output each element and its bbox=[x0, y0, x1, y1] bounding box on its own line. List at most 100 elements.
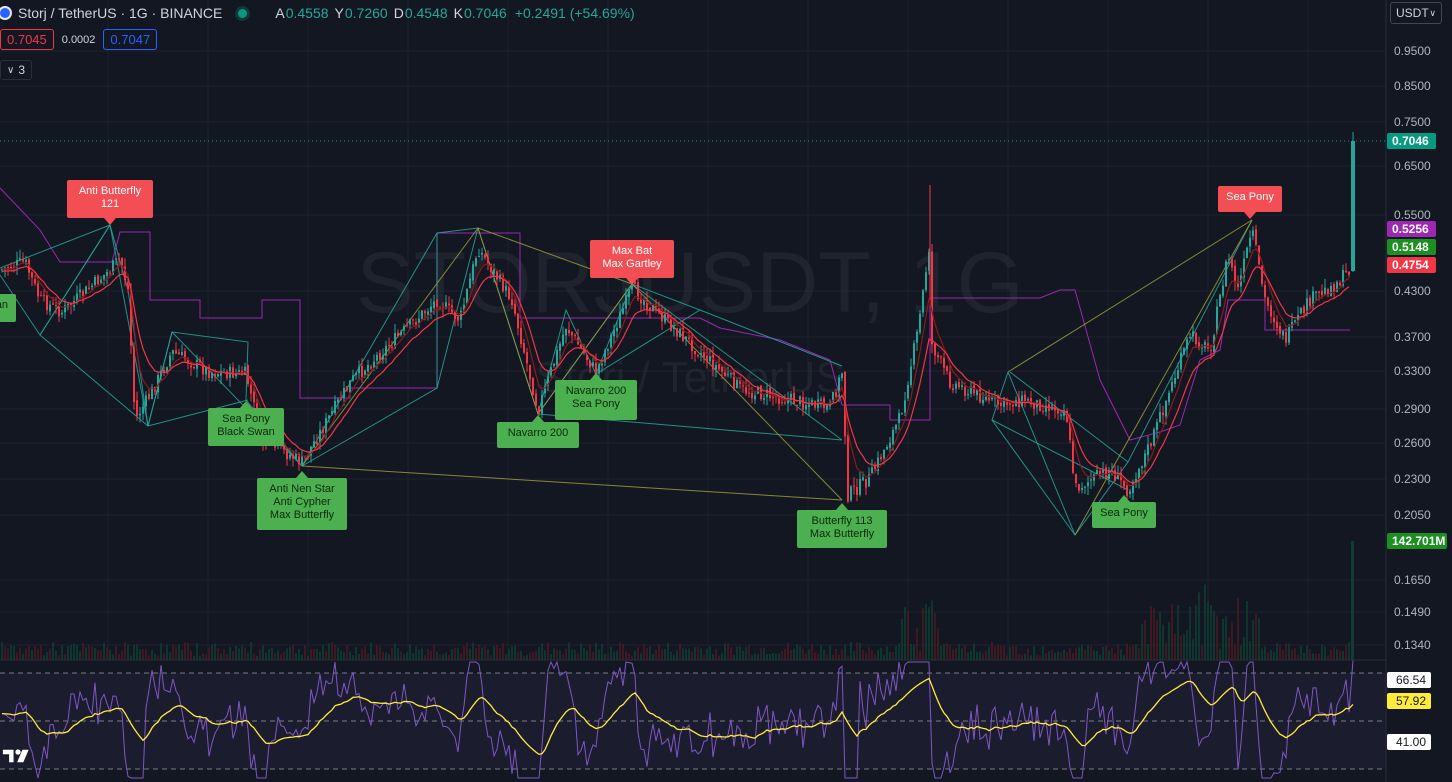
volume-bar bbox=[379, 645, 381, 660]
candle-body bbox=[514, 303, 516, 314]
volume-bar bbox=[367, 653, 369, 660]
volume-bar bbox=[667, 642, 669, 660]
candle-body bbox=[469, 278, 471, 289]
candle-body bbox=[391, 346, 393, 348]
sell-button[interactable]: 0.7045 bbox=[0, 29, 54, 50]
volume-bar bbox=[1039, 655, 1041, 660]
volume-bar bbox=[763, 647, 765, 660]
volume-bar bbox=[1225, 616, 1227, 660]
volume-bar bbox=[181, 649, 183, 660]
volume-bar bbox=[1228, 637, 1230, 660]
volume-bar bbox=[316, 648, 318, 660]
candle-body bbox=[490, 264, 492, 273]
volume-bar bbox=[1237, 598, 1239, 660]
candle-body bbox=[367, 364, 369, 372]
volume-bar bbox=[73, 643, 75, 660]
volume-bar bbox=[37, 648, 39, 660]
volume-bar bbox=[184, 642, 186, 660]
volume-bar bbox=[1105, 645, 1107, 660]
volume-bar bbox=[721, 652, 723, 660]
volume-bar bbox=[31, 650, 33, 660]
volume-bar bbox=[19, 647, 21, 660]
volume-bar bbox=[103, 642, 105, 660]
volume-bar bbox=[376, 645, 378, 660]
spread-value: 0.0002 bbox=[61, 33, 96, 46]
candle-body bbox=[175, 350, 177, 354]
candle-body bbox=[385, 345, 387, 357]
volume-bar bbox=[394, 643, 396, 660]
candle-body bbox=[850, 486, 852, 501]
candle-body bbox=[100, 279, 102, 283]
candle-body bbox=[169, 355, 171, 367]
candle-body bbox=[64, 305, 66, 313]
candle-body bbox=[724, 372, 726, 376]
volume-bar bbox=[895, 646, 897, 660]
indicators-count: 3 bbox=[18, 63, 25, 77]
candle-body bbox=[409, 319, 411, 325]
candle-body bbox=[1249, 237, 1251, 247]
candle-body bbox=[1147, 444, 1149, 456]
candle-body bbox=[1117, 473, 1119, 480]
candle-body bbox=[1201, 347, 1203, 349]
candle-body bbox=[370, 366, 372, 369]
volume-bar bbox=[532, 651, 534, 660]
candle-body bbox=[997, 395, 999, 405]
volume-bar bbox=[424, 655, 426, 660]
buy-button[interactable]: 0.7047 bbox=[103, 29, 158, 50]
volume-bar bbox=[874, 653, 876, 660]
candle-body bbox=[7, 267, 9, 269]
candle-body bbox=[574, 334, 576, 336]
volume-bar bbox=[1132, 645, 1134, 660]
volume-bar bbox=[826, 655, 828, 660]
candle-body bbox=[883, 449, 885, 459]
candle-body bbox=[1276, 321, 1278, 328]
pattern-label-box bbox=[257, 478, 347, 530]
candle-body bbox=[1000, 402, 1002, 406]
candle-body bbox=[961, 385, 963, 387]
currency-selector[interactable]: USDT ∨ bbox=[1390, 2, 1442, 24]
volume-bar bbox=[1075, 648, 1077, 660]
volume-bar bbox=[1003, 645, 1005, 660]
indicators-toggle[interactable]: ∨ 3 bbox=[0, 60, 32, 80]
candle-body bbox=[1312, 291, 1314, 306]
candle-body bbox=[841, 373, 843, 379]
volume-bar bbox=[439, 654, 441, 660]
volume-bar bbox=[244, 647, 246, 660]
candle-body bbox=[928, 251, 930, 271]
volume-bar bbox=[1030, 655, 1032, 660]
candle-body bbox=[1252, 230, 1254, 237]
volume-bar bbox=[508, 648, 510, 660]
candle-body bbox=[172, 350, 174, 354]
volume-bar bbox=[154, 653, 156, 660]
candle-body bbox=[1135, 478, 1137, 484]
volume-bar bbox=[769, 654, 771, 660]
volume-bar bbox=[655, 649, 657, 660]
volume-bar bbox=[625, 651, 627, 660]
rsi-tag-label: 41.00 bbox=[1396, 735, 1426, 749]
pattern-label-text: Max Gartley bbox=[602, 258, 662, 270]
volume-bar bbox=[1267, 652, 1269, 660]
pattern-label-text: Max Bat bbox=[612, 245, 652, 257]
harmonic-line bbox=[1007, 219, 1253, 537]
volume-bar bbox=[727, 643, 729, 660]
storj-symbol-icon bbox=[0, 6, 12, 20]
volume-bar bbox=[364, 646, 366, 660]
rsi-tag bbox=[1387, 672, 1431, 688]
volume-bar bbox=[97, 650, 99, 660]
volume-bar bbox=[649, 646, 651, 660]
volume-bar bbox=[1012, 645, 1014, 660]
volume-bar bbox=[403, 654, 405, 660]
volume-bar bbox=[451, 649, 453, 660]
volume-bar bbox=[1042, 646, 1044, 660]
volume-bar bbox=[1222, 619, 1224, 660]
candle-body bbox=[913, 343, 915, 365]
tradingview-logo-icon[interactable] bbox=[2, 746, 34, 766]
volume-bar bbox=[1309, 649, 1311, 660]
symbol-title[interactable]: Storj / TetherUS · 1G · BINANCE bbox=[18, 5, 223, 21]
volume-bar bbox=[622, 644, 624, 660]
candle-body bbox=[418, 318, 420, 324]
volume-bar bbox=[211, 644, 213, 660]
